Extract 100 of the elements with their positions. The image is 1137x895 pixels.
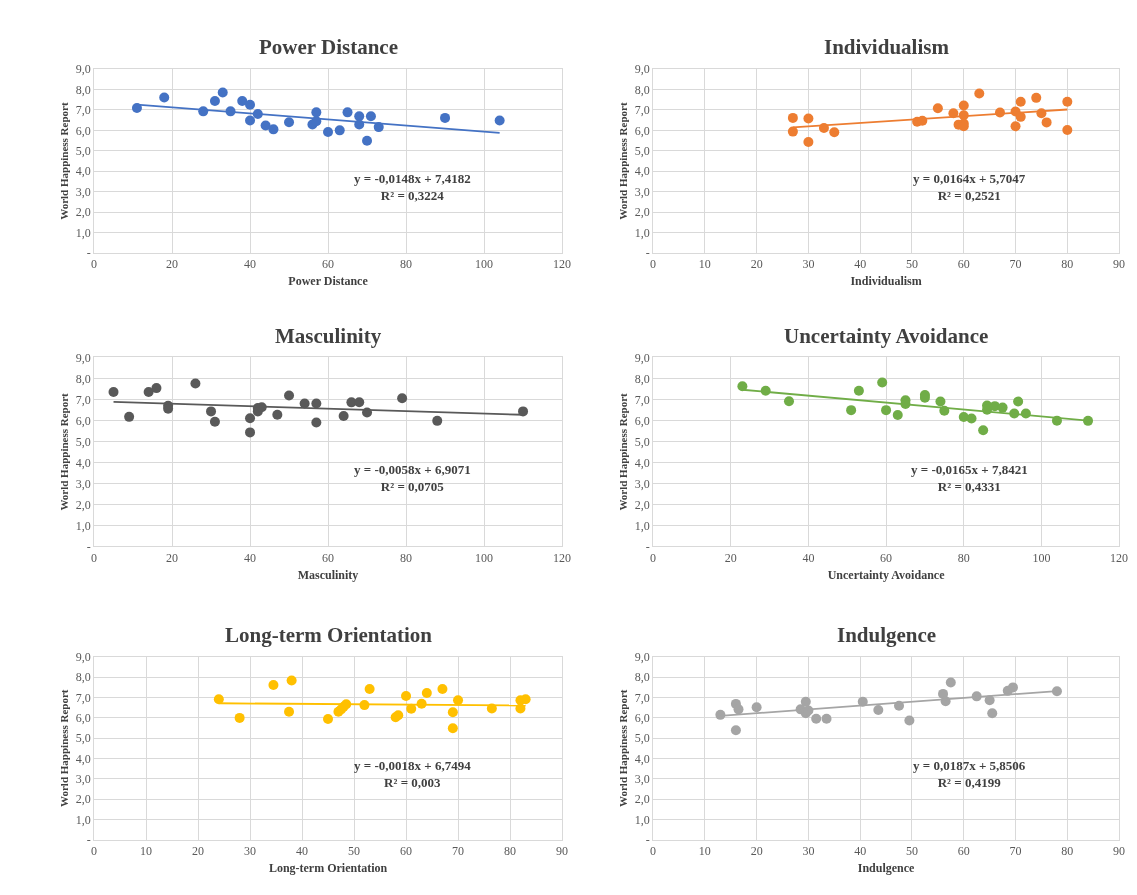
chart-title: Uncertainty Avoidance [784,324,989,348]
x-tick-label: 40 [296,844,309,859]
annotation: y = -0,0018x + 6,7494 R² = 0,003 [354,758,472,790]
x-tick-label: 20 [750,844,763,859]
y-tick-label: 1,0 [75,225,91,240]
x-tick-label: 0 [650,844,657,859]
y-tick-label: 4,0 [634,164,650,179]
x-tick-label: 90 [1113,257,1126,272]
x-tick-label: 40 [244,550,257,565]
y-tick-label: 3,0 [634,771,650,786]
annotation: y = -0,0058x + 6,9071 R² = 0,0705 [354,462,471,494]
x-tick-label: 10 [140,844,153,859]
x-tick-label: 40 [854,844,867,859]
y-tick-label: 7,0 [75,690,91,705]
x-tick-label: 40 [854,257,867,272]
y-tick-label: 3,0 [75,184,91,199]
y-tick-label: - [86,539,91,554]
x-tick-label: 80 [400,257,413,272]
x-axis-title: Long-term Orientation [268,861,388,876]
x-tick-label: 60 [957,257,970,272]
y-tick-label: 4,0 [634,751,650,766]
x-axis-title: Indulgence [857,861,916,876]
x-tick-label: 60 [400,844,413,859]
y-tick-label: 6,0 [634,123,650,138]
x-tick-label: 20 [192,844,205,859]
x-tick-label: 90 [1113,844,1126,859]
chart-title: Indulgence [837,623,937,647]
x-tick-label: 70 [452,844,465,859]
y-tick-label: 7,0 [75,392,91,407]
x-tick-label: 60 [322,550,335,565]
y-tick-label: 2,0 [634,792,650,807]
y-tick-label: 4,0 [75,164,91,179]
y-tick-label: 5,0 [75,434,91,449]
y-tick-label: - [86,246,91,261]
x-tick-label: 80 [1061,844,1074,859]
y-tick-label: 1,0 [634,518,650,533]
y-tick-label: - [645,539,650,554]
x-tick-label: 0 [650,257,657,272]
y-tick-label: 4,0 [75,751,91,766]
y-tick-label: 8,0 [75,82,91,97]
x-tick-label: 80 [957,550,970,565]
x-tick-label: 70 [1009,257,1022,272]
x-tick-label: 80 [1061,257,1074,272]
y-tick-label: 4,0 [634,455,650,470]
y-tick-label: 6,0 [75,123,91,138]
chart-title: Long-term Orientation [225,623,433,647]
y-tick-label: 5,0 [634,144,650,159]
y-tick-label: 2,0 [634,205,650,220]
x-tick-label: 50 [348,844,361,859]
y-tick-label: 7,0 [634,392,650,407]
y-tick-label: - [645,246,650,261]
y-tick-label: 1,0 [634,812,650,827]
x-tick-label: 10 [698,844,711,859]
y-tick-label: 8,0 [634,670,650,685]
y-tick-label: 5,0 [634,731,650,746]
y-tick-label: 1,0 [634,225,650,240]
x-tick-label: 50 [905,844,918,859]
y-tick-label: 7,0 [634,103,650,118]
y-tick-label: 9,0 [634,350,650,365]
y-tick-label: 8,0 [634,371,650,386]
x-tick-label: 50 [905,257,918,272]
y-tick-label: 2,0 [634,497,650,512]
y-tick-label: 6,0 [75,413,91,428]
x-tick-label: 0 [91,257,98,272]
y-tick-label: 6,0 [75,710,91,725]
x-tick-label: 60 [322,257,335,272]
chart-title: Masculinity [275,324,382,348]
y-tick-label: 9,0 [75,350,91,365]
y-axis-title: World Happiness Report [617,102,630,220]
y-tick-label: 1,0 [75,518,91,533]
x-tick-label: 100 [475,550,494,565]
x-axis-title: Masculinity [297,567,359,582]
y-tick-label: 9,0 [75,649,91,664]
x-tick-label: 60 [957,844,970,859]
y-tick-label: 2,0 [75,497,91,512]
y-tick-label: 7,0 [634,690,650,705]
x-tick-label: 10 [698,257,711,272]
y-tick-label: 1,0 [75,812,91,827]
annotation: y = -0,0165x + 7,8421 R² = 0,4331 [911,462,1028,494]
y-axis-title: World Happiness Report [58,689,71,807]
y-tick-label: 5,0 [634,434,650,449]
x-axis-title: Individualism [850,274,922,289]
y-tick-label: 8,0 [634,82,650,97]
y-tick-label: 2,0 [75,792,91,807]
annotation: y = 0,0164x + 5,7047 R² = 0,2521 [913,171,1026,203]
y-tick-label: 9,0 [75,62,91,77]
x-tick-label: 0 [91,550,98,565]
x-tick-label: 120 [1110,550,1129,565]
chart-title: Individualism [824,35,950,59]
x-tick-label: 20 [750,257,763,272]
chart-title: Power Distance [259,35,398,59]
y-tick-label: 9,0 [634,62,650,77]
x-tick-label: 0 [650,550,657,565]
y-axis-title: World Happiness Report [58,392,71,511]
y-tick-label: 2,0 [75,205,91,220]
y-tick-label: 6,0 [634,413,650,428]
x-tick-label: 90 [556,844,569,859]
y-tick-label: 5,0 [75,144,91,159]
x-tick-label: 40 [244,257,257,272]
y-axis-title: World Happiness Report [58,102,71,220]
